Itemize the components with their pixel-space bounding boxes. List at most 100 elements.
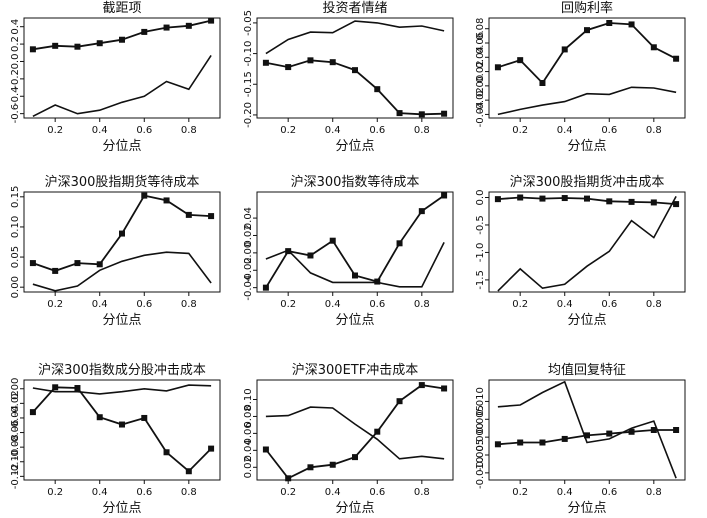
chart-title: 截距项 [102,1,141,16]
data-point-marker [650,199,657,206]
data-point-marker [441,192,448,199]
x-axis-label: 分位点 [335,139,374,154]
data-point-marker [494,441,501,448]
y-tick-label: 0.00 [475,75,486,97]
chart-panel-2: 投资者情绪 0.2 0.4 0.6 0.8 分位点 -0.20 -0.15 -0.10 -0.05 [243,0,454,154]
x-tick-label: 0.6 [601,299,617,310]
x-axis-label: 分位点 [335,313,374,328]
data-point-marker [185,22,192,29]
plot-frame [256,191,454,293]
x-tick-label: 0.6 [136,125,152,136]
x-tick-label: 0.8 [414,299,430,310]
data-point-marker [208,445,215,452]
x-tick-label: 0.6 [601,487,617,498]
y-tick-label: 0.005 [475,405,486,434]
plot-frame [488,17,686,119]
y-tick-label: -0.15 [243,71,254,97]
x-axis-label: 分位点 [567,501,606,516]
data-point-marker [561,46,568,53]
data-point-marker [418,111,425,118]
data-point-marker [119,421,125,428]
x-axis-label: 分位点 [567,139,606,154]
series-line-marked [32,19,212,51]
y-tick-label: 0.02 [475,60,486,82]
series-line-plain [497,196,677,292]
data-point-marker [673,201,680,208]
data-point-marker [396,240,403,247]
y-tick-label: -0.10 [243,41,254,67]
plot-frame [256,379,454,481]
y-tick-label: 0.06 [243,422,254,444]
x-tick-label: 0.8 [646,125,662,136]
x-tick-label: 0.4 [557,487,573,498]
data-point-marker [29,46,36,53]
y-tick-label: 0.08 [475,18,486,40]
y-tick-label: 0.00 [243,242,254,264]
y-tick-label: 0.02 [243,224,254,246]
data-point-marker [119,36,125,43]
y-tick-label: 0.15 [10,186,21,208]
y-tick-label: -1.0 [475,243,486,263]
x-tick-label: 0.2 [280,299,296,310]
data-point-marker [584,195,590,202]
y-tick-label: 0.10 [243,388,254,410]
x-tick-label: 0.8 [181,299,197,310]
y-tick-label: -0.04 [475,101,486,127]
x-tick-label: 0.4 [325,487,341,498]
y-tick-label: 0.04 [475,46,486,68]
data-point-marker [539,80,546,86]
y-tick-label: -0.5 [475,215,486,235]
plot-frame [488,191,686,293]
y-tick-label: 0.00 [10,378,21,400]
y-tick-label: -0.08 [10,434,21,460]
data-point-marker [141,28,148,35]
data-point-marker [163,24,170,31]
x-tick-label: 0.2 [512,125,528,136]
data-point-marker [262,284,269,291]
y-tick-label: 0.0 [10,54,21,70]
x-tick-label: 0.8 [181,487,197,498]
series-line-plain [265,20,445,55]
y-tick-label: 0.4 [10,19,21,35]
chart-title: 沪深300股指期货等待成本 [45,174,200,190]
data-point-marker [673,427,680,433]
x-tick-label: 0.4 [557,299,573,310]
x-tick-label: 0.2 [47,125,63,136]
data-point-marker [29,260,36,267]
y-tick-label: -1.5 [475,270,486,290]
data-point-marker [517,439,524,446]
chart-title: 沪深300指数等待成本 [291,174,420,190]
y-tick-label: -0.04 [10,405,21,431]
y-tick-label: -0.10 [10,449,21,475]
data-point-marker [352,454,358,461]
data-point-marker [329,237,336,244]
data-point-marker [96,40,103,47]
series-line-plain [32,54,212,118]
data-point-marker [396,398,403,405]
y-tick-label: 0.08 [243,405,254,427]
data-point-marker [374,86,381,93]
data-point-marker [441,110,448,117]
data-point-marker [352,272,358,279]
x-tick-label: 0.8 [414,125,430,136]
chart-title: 均值回复特征 [548,362,626,378]
data-point-marker [374,278,381,285]
x-tick-label: 0.6 [369,487,385,498]
data-point-marker [374,428,381,435]
plot-frame [23,191,221,293]
x-tick-label: 0.2 [280,487,296,498]
y-tick-label: -0.20 [243,102,254,128]
data-point-marker [561,195,568,202]
data-point-marker [74,260,81,267]
data-point-marker [262,446,269,453]
data-point-marker [628,198,635,205]
plot-frame [23,379,221,481]
y-tick-label: -0.02 [243,257,254,283]
y-tick-label: 0.010 [475,387,486,416]
y-tick-label: -0.12 [10,463,21,489]
data-point-marker [52,42,59,49]
data-point-marker [584,27,590,34]
series-line-marked [32,386,212,473]
